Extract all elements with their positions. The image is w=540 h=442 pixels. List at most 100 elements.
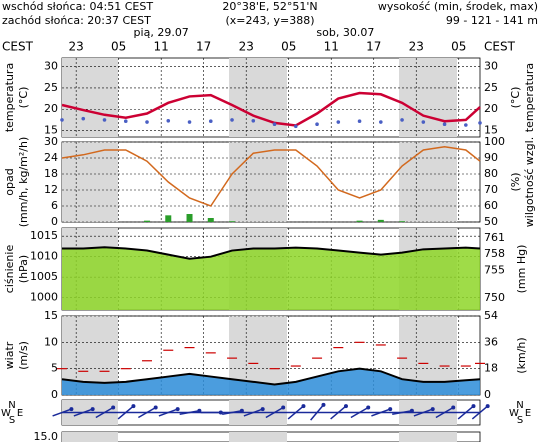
series-area: [62, 247, 480, 310]
wind-arrow: [52, 407, 74, 417]
compass-label: E: [17, 408, 23, 419]
night-band: [229, 58, 287, 137]
y2-tick-label: 70: [484, 183, 498, 196]
bar: [229, 221, 236, 222]
y-axis-title: wiatr: [3, 341, 16, 369]
x-tick-label: 17: [196, 40, 211, 54]
wind-arrow: [95, 405, 116, 419]
compass-label: N: [516, 400, 523, 411]
y-axis-unit: (°C): [17, 87, 30, 109]
y2-axis-unit: (mm Hg): [515, 245, 528, 294]
y-axis-unit: (m/s): [17, 341, 30, 370]
series-dot: [379, 120, 383, 124]
series-dot: [293, 124, 298, 129]
time-zone: CEST: [2, 40, 34, 54]
bar: [377, 219, 384, 222]
series-dot: [478, 121, 482, 125]
wind-arrow: [371, 407, 393, 417]
x-tick-label: 23: [239, 40, 254, 54]
series-dot: [60, 118, 64, 122]
time-zone: CEST: [484, 40, 516, 54]
y2-tick-label: 761: [484, 231, 505, 244]
series-line: [62, 246, 481, 260]
series-dot: [464, 123, 468, 127]
y-tick-label: 15.0: [34, 430, 59, 442]
wind-arrow: [222, 408, 244, 415]
wind-arrow: [330, 404, 348, 420]
altitude: 99 - 121 - 141 m: [446, 14, 538, 27]
y2-axis-unit: (km/h): [515, 337, 528, 373]
wind-arrow: [179, 408, 202, 415]
wind-arrow: [158, 407, 180, 417]
night-band: [399, 58, 457, 137]
y-axis-unit: (hPa): [17, 255, 30, 283]
wind-arrow: [117, 404, 136, 420]
y2-tick-label: 25: [484, 81, 498, 94]
coords: 20°38'E, 52°51'N: [222, 0, 317, 13]
y-tick-label: 30: [44, 135, 58, 148]
grid-point: (x=243, y=388): [225, 14, 314, 27]
compass-label: W: [1, 408, 11, 419]
y-tick-label: 0: [51, 388, 58, 401]
bar: [207, 218, 214, 222]
x-tick-label: 23: [409, 40, 424, 54]
y-tick-label: 0: [51, 215, 58, 228]
series-dot: [145, 120, 149, 124]
compass-label: E: [525, 408, 531, 419]
bar: [144, 220, 151, 222]
wind-arrow: [200, 410, 223, 415]
bar: [165, 215, 172, 222]
y2-tick-label: 60: [484, 199, 498, 212]
y2-axis-unit: (%): [509, 172, 522, 191]
series-dot: [421, 120, 426, 124]
wind-arrow: [137, 405, 158, 419]
y2-axis-title: wilgotność wzgl.: [523, 137, 536, 227]
series-dot: [357, 119, 362, 123]
date-label: sob, 30.07: [316, 26, 374, 39]
night-band: [62, 432, 118, 442]
wind-arrow: [287, 404, 306, 420]
compass-label: S: [9, 415, 15, 426]
series-line: [61, 367, 481, 386]
x-tick-label: 17: [366, 40, 381, 54]
bar: [399, 221, 406, 222]
y2-axis-title: temperatura: [523, 63, 536, 132]
night-band: [229, 432, 287, 442]
y2-axis-unit: (°C): [509, 87, 522, 109]
wind-arrow: [73, 407, 95, 417]
compass-label: S: [517, 415, 523, 426]
y-tick-label: 5: [51, 362, 58, 375]
compass-label: N: [8, 400, 15, 411]
wind-arrow: [392, 408, 414, 415]
series-dot: [187, 120, 192, 124]
y2-tick-label: 50: [484, 215, 498, 228]
series-dot: [336, 120, 341, 124]
x-tick-label: 05: [281, 40, 296, 54]
y-axis-unit: (mm/h, kg/m²/h): [17, 137, 30, 228]
y2-tick-label: 18: [484, 362, 498, 375]
wind-arrow: [435, 405, 456, 419]
y-tick-label: 15: [44, 124, 58, 137]
y2-tick-label: 36: [484, 335, 498, 348]
y-tick-label: 30: [44, 60, 58, 73]
night-band: [399, 432, 457, 442]
y2-tick-label: 755: [484, 264, 505, 277]
y-tick-label: 1005: [30, 270, 58, 283]
wind-arrow: [310, 402, 326, 421]
sunset: zachód słońca: 20:37 CEST: [2, 14, 151, 27]
y-tick-label: 1000: [30, 291, 58, 304]
series-dot: [123, 119, 128, 123]
series-dot: [400, 118, 404, 122]
y-tick-label: 1010: [30, 250, 58, 263]
x-tick-label: 05: [111, 40, 126, 54]
y-tick-label: 18: [44, 167, 58, 180]
y-axis-title: ciśnienie: [3, 245, 16, 294]
y-tick-label: 20: [44, 102, 58, 115]
wind-arrow: [350, 405, 371, 419]
series-line: [61, 146, 481, 207]
x-tick-label: 11: [154, 40, 169, 54]
y-axis-title: temperatura: [3, 63, 16, 132]
y2-tick-label: 750: [484, 291, 505, 304]
series-dot: [272, 122, 277, 126]
